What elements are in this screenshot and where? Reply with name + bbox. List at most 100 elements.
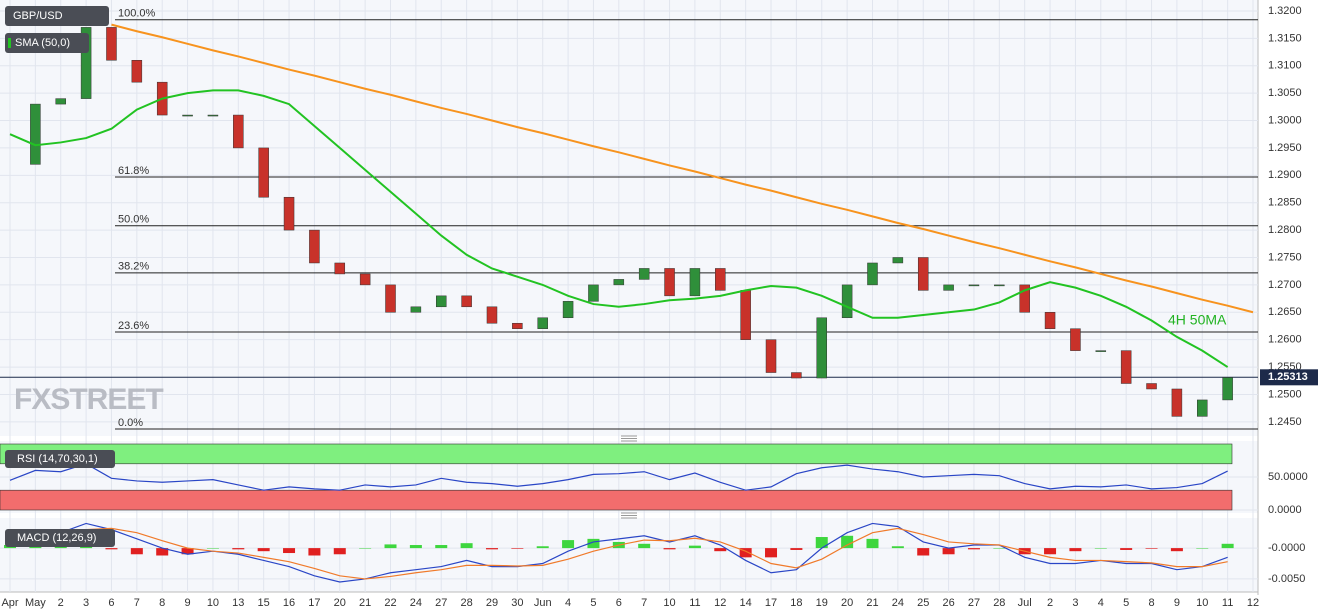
macd-histogram-bar xyxy=(866,538,879,549)
macd-histogram-bar xyxy=(156,548,169,556)
last-price-box xyxy=(1260,369,1318,386)
y-tick-label: 1.2600 xyxy=(1268,334,1302,346)
x-tick-label: 5 xyxy=(1123,597,1129,609)
legend-swatch xyxy=(8,38,11,48)
y-tick-label: 1.2650 xyxy=(1268,306,1302,318)
x-tick-label: 10 xyxy=(1196,597,1208,609)
candle-body xyxy=(486,306,498,324)
x-tick-label: 11 xyxy=(689,597,700,609)
candle-body xyxy=(1222,377,1233,401)
y-tick-label: 1.3000 xyxy=(1268,114,1302,126)
macd-histogram-bar xyxy=(765,548,778,558)
candle-body xyxy=(689,268,701,297)
macd-histogram-bar xyxy=(1044,548,1057,555)
macd-histogram-bar xyxy=(130,548,143,555)
macd-histogram-bar xyxy=(1170,548,1183,552)
candle-body xyxy=(664,268,675,297)
macd-histogram-bar xyxy=(511,548,524,549)
macd-panel xyxy=(0,518,1258,592)
x-tick-label: 13 xyxy=(232,597,244,609)
last-price-label: 1.25313 xyxy=(1268,371,1308,383)
fib-label: 0.0% xyxy=(118,417,143,429)
macd-histogram-bar xyxy=(384,544,397,549)
candle-body xyxy=(1171,388,1183,417)
x-tick-label: 7 xyxy=(641,597,647,609)
candle-body xyxy=(892,257,904,264)
price-panel xyxy=(0,0,1258,436)
candle-body xyxy=(410,306,422,313)
macd-histogram-bar xyxy=(1145,548,1158,549)
candle-body xyxy=(1197,399,1208,417)
x-tick-label: 11 xyxy=(1222,597,1233,609)
legend-box xyxy=(5,450,115,468)
sma-line xyxy=(9,89,1229,368)
candle-body xyxy=(55,98,66,105)
macd-histogram-bar xyxy=(917,548,930,556)
trend-line xyxy=(111,23,1254,314)
candle-body xyxy=(968,284,980,287)
candle-body xyxy=(461,295,472,308)
x-tick-label: May xyxy=(25,597,46,609)
divider-handle[interactable] xyxy=(621,512,637,519)
x-tick-label: 2 xyxy=(1047,597,1053,609)
fib-label: 23.6% xyxy=(118,320,149,332)
x-tick-label: 9 xyxy=(185,597,191,609)
x-tick-label: 18 xyxy=(790,597,802,609)
x-tick-label: 19 xyxy=(816,597,828,609)
candle-body xyxy=(283,196,295,231)
macd-histogram-bar xyxy=(333,548,346,555)
candle-body xyxy=(562,301,574,319)
x-tick-label: 21 xyxy=(866,597,878,609)
candle-body xyxy=(740,290,751,340)
candle-body xyxy=(182,114,193,117)
macd-histogram-bar xyxy=(1120,548,1133,550)
y-tick-label: 1.2700 xyxy=(1268,279,1302,291)
y-tick-label: -0.0050 xyxy=(1268,573,1305,585)
macd-histogram-bar xyxy=(308,548,321,556)
macd-histogram-bar xyxy=(536,546,549,549)
x-tick-label: 3 xyxy=(83,597,89,609)
fib-label: 100.0% xyxy=(118,8,156,20)
macd-histogram-bar xyxy=(688,545,701,549)
macd-histogram-bar xyxy=(409,545,422,549)
x-tick-label: 27 xyxy=(435,597,447,609)
candle-body xyxy=(943,284,954,291)
candle-body xyxy=(867,262,878,286)
y-tick-label: 1.2850 xyxy=(1268,197,1302,209)
candle-body xyxy=(765,339,777,373)
x-tick-label: 17 xyxy=(308,597,320,609)
macd-title: MACD (12,26,9) xyxy=(17,532,96,544)
y-tick-label: 1.2900 xyxy=(1268,169,1302,181)
macd-histogram-bar xyxy=(638,543,651,549)
candle-body xyxy=(537,317,548,329)
x-tick-label: Jun xyxy=(534,597,552,609)
x-tick-label: 20 xyxy=(841,597,853,609)
marks xyxy=(0,19,1258,583)
candle-body xyxy=(613,279,625,286)
macd-histogram-bar xyxy=(181,548,194,555)
x-tick-label: 21 xyxy=(359,597,371,609)
candle-body xyxy=(791,372,802,379)
candle-body xyxy=(1070,328,1081,351)
x-tick-label: 17 xyxy=(765,597,777,609)
x-tick-label: Apr xyxy=(1,597,18,609)
x-tick-label: 29 xyxy=(486,597,498,609)
x-tick-label: 6 xyxy=(108,597,114,609)
x-tick-label: 2 xyxy=(58,597,64,609)
candle-body xyxy=(1146,383,1157,390)
x-tick-label: 10 xyxy=(207,597,219,609)
annotation: 4H 50MA xyxy=(1168,312,1227,328)
divider-handle[interactable] xyxy=(621,435,637,442)
x-tick-label: 22 xyxy=(384,597,396,609)
fib-label: 61.8% xyxy=(118,165,149,177)
macd-histogram-bar xyxy=(485,548,498,550)
macd-histogram-bar xyxy=(206,548,219,549)
fib-label: 50.0% xyxy=(118,214,149,226)
candle-body xyxy=(207,114,219,117)
legend-box xyxy=(5,33,89,53)
macd-histogram-bar xyxy=(714,548,727,552)
x-tick-label: 10 xyxy=(663,597,675,609)
x-tick-label: 4 xyxy=(1098,597,1104,609)
macd-histogram-bar xyxy=(283,548,296,554)
